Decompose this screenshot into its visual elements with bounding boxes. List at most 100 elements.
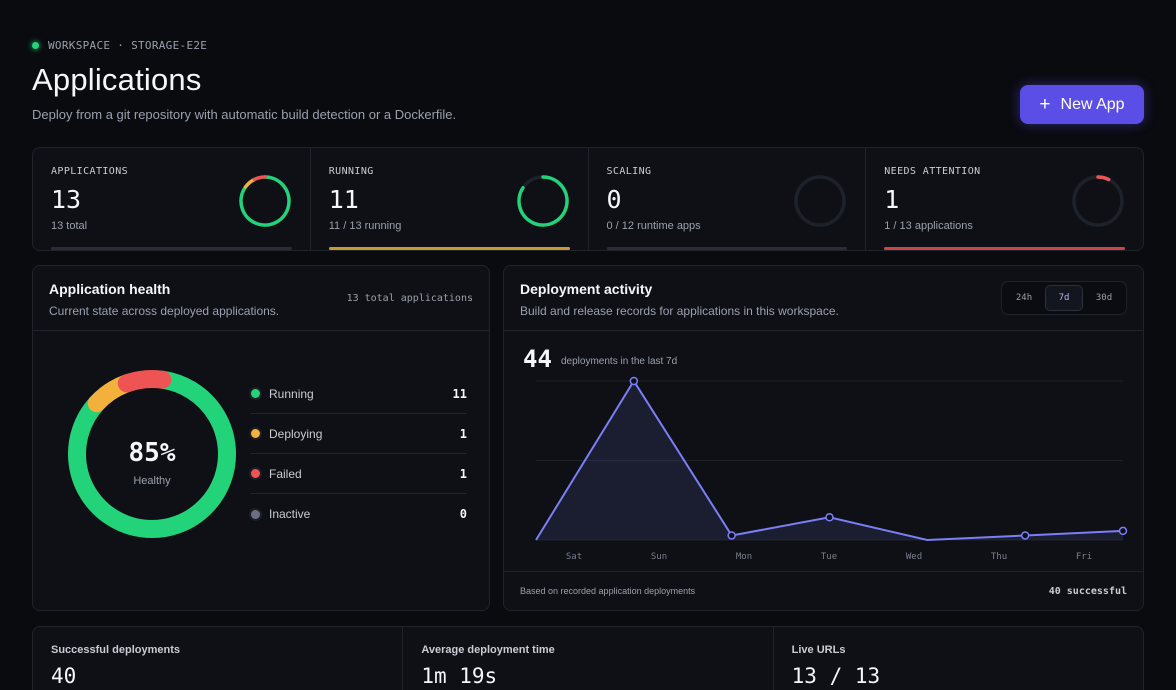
deployment-chart: 44 deployments in the last 7d Sat Sun Mon T… [523,345,1128,562]
status-dot [251,469,260,478]
footer-note: Based on recorded application deployment… [520,586,696,596]
panel-header: Deployment activity Build and release re… [504,266,1143,331]
legend-count: 1 [459,426,467,441]
legend-item-deploying: Deploying 1 [251,414,467,454]
stat-bar [884,247,1125,250]
chart-area [536,381,1123,540]
legend-label: Running [269,386,314,401]
stat-ring [1072,175,1124,227]
x-tick-label: Tue [821,552,837,562]
panel-title: Deployment activity [520,281,653,297]
stat-bar [606,247,848,250]
stat-bar [328,247,570,250]
summary-live-urls: Live URLs 13 / 13 [774,627,1143,690]
summary-value: 13 / 13 [791,664,881,688]
stat-value: 13 [51,185,82,214]
health-legend: Running 11 Deploying 1 Failed 1 Inactive… [251,374,467,534]
ring-segment [243,177,256,189]
stat-ring [239,175,291,227]
panel-footer: Based on recorded application deployment… [504,571,1143,610]
stats-strip: APPLICATIONS 13 13 total RUNNING 11 11 /… [32,147,1144,251]
x-tick-label: Thu [991,552,1007,562]
ring-segment [1096,175,1111,182]
plus-icon: + [1039,94,1051,115]
stat-bar-fill [884,247,1125,250]
new-app-button[interactable]: + New App [1020,85,1144,124]
range-option-7d[interactable]: 7d [1045,285,1083,311]
deployment-activity-panel: Deployment activity Build and release re… [503,265,1144,611]
stat-value: 1 [884,185,900,214]
stat-bar-fill [51,247,292,250]
stat-scaling: SCALING 0 0 / 12 runtime apps [589,148,867,250]
summary-average-deployment-time: Average deployment time 1m 19s [403,627,774,690]
donut-segment-running [68,370,236,538]
status-dot [251,429,260,438]
ring-segment [252,175,267,182]
stat-label: SCALING [606,166,652,177]
status-dot [251,389,260,398]
stat-needs-attention: NEEDS ATTENTION 1 1 / 13 applications [866,148,1143,250]
legend-count: 0 [459,507,467,521]
stat-sub: 1 / 13 applications [884,220,973,232]
summary-label: Successful deployments [51,644,180,656]
chart-point [1020,531,1030,540]
legend-item-failed: Failed 1 [251,454,467,494]
range-option-24h[interactable]: 24h [1015,293,1033,303]
page-subtitle: Deploy from a git repository with automa… [32,107,457,122]
stat-bar-fill [606,247,848,250]
footer-success: 40 successful [1048,585,1127,597]
stat-value: 0 [606,185,622,214]
stat-applications: APPLICATIONS 13 13 total [33,148,311,250]
summary-label: Average deployment time [421,644,555,656]
deployments-caption: deployments in the last 7d [561,356,677,367]
summary-value: 40 [51,664,77,688]
x-tick-label: Mon [736,552,752,562]
x-tick-label: Fri [1076,552,1092,562]
health-percent: 85% [129,438,176,468]
new-app-label: New App [1060,95,1125,113]
ring-track [794,175,846,227]
x-tick-label: Sun [651,552,667,562]
legend-label: Failed [269,466,302,481]
legend-item-inactive: Inactive 0 [251,494,467,534]
legend-item-running: Running 11 [251,374,467,414]
health-state: Healthy [133,475,171,487]
panel-description: Current state across deployed applicatio… [49,304,280,318]
stat-sub: 13 total [51,220,88,232]
stat-ring [516,175,569,227]
legend-label: Inactive [269,507,311,521]
workspace-breadcrumb: WORKSPACE · STORAGE-E2E [32,39,207,52]
x-tick-label: Wed [906,552,922,562]
panel-header: Application health Current state across … [33,266,489,331]
summary-strip: Successful deployments 40 Average deploy… [32,626,1144,690]
stat-label: APPLICATIONS [51,166,129,177]
summary-successful-deployments: Successful deployments 40 [33,627,404,690]
page-title: Applications [32,62,202,97]
time-range-selector: 24h 7d 30d [1001,281,1127,315]
workspace-label: WORKSPACE · STORAGE-E2E [48,39,208,52]
workspace-status-dot [32,42,39,49]
stat-ring [794,175,846,227]
stat-value: 11 [328,185,359,214]
ring-segment [239,175,291,227]
donut-segment-failed [117,370,172,393]
ring-segment [516,175,569,227]
summary-value: 1m 19s [421,664,498,688]
x-tick-label: Sat [566,552,582,562]
legend-label: Deploying [269,426,323,441]
stat-label: RUNNING [328,166,374,177]
stat-sub: 11 / 13 running [328,220,402,232]
stat-bar [51,247,292,250]
legend-count: 11 [452,386,467,401]
range-option-30d[interactable]: 30d [1095,293,1113,303]
chart-point [1118,526,1128,536]
chart-point [727,531,736,540]
chart-point [629,376,639,386]
stat-label: NEEDS ATTENTION [884,166,981,177]
panel-title: Application health [49,281,171,297]
status-dot [251,509,260,519]
legend-count: 1 [459,466,467,481]
stat-bar-fill [328,247,570,250]
ring-track [1072,175,1124,227]
stat-sub: 0 / 12 runtime apps [606,220,701,232]
